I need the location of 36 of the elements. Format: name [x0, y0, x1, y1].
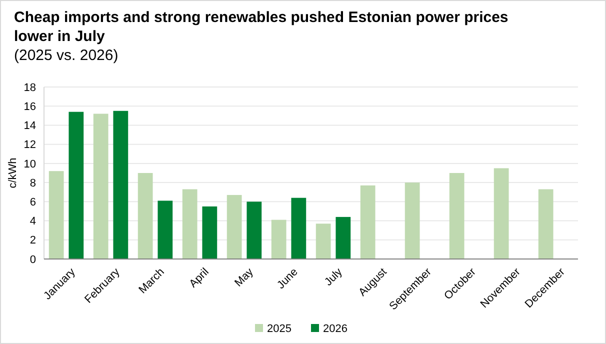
- bar: [538, 189, 554, 259]
- y-tick-label: 16: [24, 100, 36, 113]
- bar: [494, 168, 509, 259]
- chart-title: Cheap imports and strong renewables pushed Estonian power prices lower in July: [14, 9, 508, 45]
- y-tick-label: 6: [30, 196, 36, 209]
- chart-subtitle: (2025 vs. 2026): [14, 47, 118, 64]
- y-tick-label: 2: [30, 234, 36, 247]
- bar: [291, 198, 306, 259]
- bar: [182, 189, 198, 259]
- y-tick-label: 0: [30, 254, 36, 266]
- x-tick-label: July: [322, 266, 346, 288]
- y-tick-label: 10: [24, 158, 36, 170]
- bar: [404, 182, 420, 259]
- legend-label: 2026: [323, 322, 348, 335]
- y-tick-label: 12: [24, 139, 36, 152]
- legend-label: 2025: [267, 322, 292, 335]
- bar: [316, 224, 331, 259]
- y-axis-title: c/kWh: [7, 158, 19, 188]
- y-tick-label: 18: [24, 82, 36, 94]
- bar: [48, 171, 64, 259]
- x-tick-label: May: [232, 266, 256, 290]
- bar: [113, 110, 128, 259]
- bar: [271, 220, 286, 259]
- bar: [246, 202, 262, 259]
- bar: [68, 112, 84, 259]
- bar: [158, 200, 173, 259]
- bar: [93, 114, 108, 259]
- y-tick-label: 4: [30, 216, 36, 228]
- bar: [449, 173, 464, 259]
- bar: [360, 185, 376, 259]
- bar: [138, 173, 153, 259]
- bar: [202, 206, 218, 259]
- bar: [226, 194, 242, 259]
- y-tick-label: 14: [24, 120, 36, 132]
- y-tick-label: 8: [30, 177, 36, 190]
- bar: [336, 216, 351, 259]
